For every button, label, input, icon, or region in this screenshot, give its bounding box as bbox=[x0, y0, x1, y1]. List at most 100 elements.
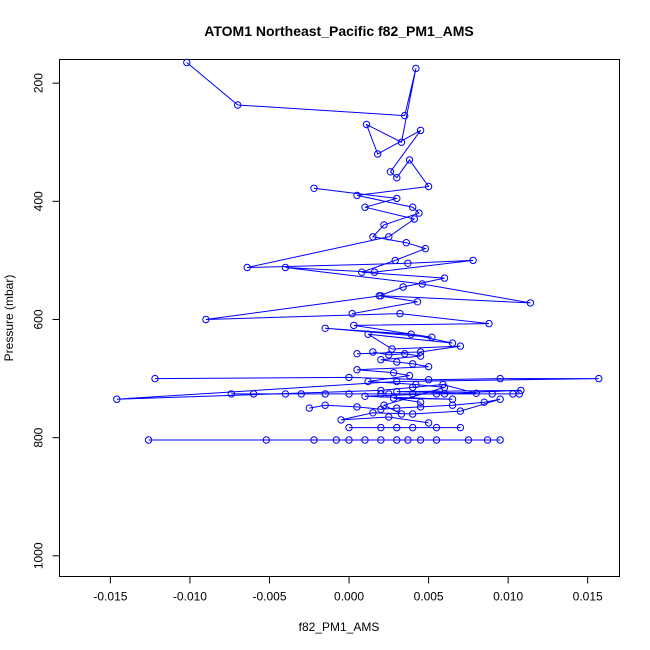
data-point bbox=[405, 371, 414, 380]
data-point bbox=[416, 436, 425, 444]
data-point bbox=[362, 120, 371, 129]
data-point bbox=[183, 58, 191, 67]
data-point bbox=[337, 416, 345, 424]
data-point bbox=[440, 274, 449, 282]
data-point bbox=[515, 390, 523, 398]
data-point bbox=[393, 174, 401, 182]
x-tick-label: -0.010 bbox=[173, 590, 207, 604]
data-point bbox=[416, 398, 425, 406]
data-point bbox=[345, 390, 353, 398]
data-point bbox=[432, 390, 441, 398]
data-point bbox=[421, 244, 430, 253]
data-point bbox=[428, 333, 436, 341]
data-point bbox=[370, 268, 379, 276]
data-point bbox=[348, 309, 356, 318]
plot-frame bbox=[59, 59, 620, 577]
data-point bbox=[407, 330, 415, 338]
data-point bbox=[385, 390, 393, 398]
data-point bbox=[377, 436, 385, 444]
data-point bbox=[353, 350, 361, 358]
data-point bbox=[456, 423, 465, 432]
data-point bbox=[526, 299, 535, 307]
data-point bbox=[496, 436, 504, 444]
x-tick-label: 0.005 bbox=[414, 590, 444, 604]
x-axis-label: f82_PM1_AMS bbox=[299, 620, 380, 634]
data-point bbox=[369, 409, 377, 417]
data-point bbox=[440, 383, 449, 392]
data-point bbox=[404, 259, 412, 267]
series-line bbox=[205, 187, 531, 355]
data-point bbox=[456, 342, 465, 350]
data-point bbox=[353, 403, 361, 411]
data-point bbox=[385, 413, 393, 421]
data-point bbox=[418, 280, 426, 288]
x-tick-label: 0.000 bbox=[334, 590, 364, 604]
data-point bbox=[364, 330, 372, 338]
data-point bbox=[353, 366, 361, 374]
data-point bbox=[374, 150, 382, 158]
data-point bbox=[369, 348, 377, 356]
data-point bbox=[321, 390, 329, 398]
data-point bbox=[424, 419, 433, 427]
data-point bbox=[361, 436, 369, 444]
data-point bbox=[409, 390, 417, 398]
data-point bbox=[377, 390, 385, 398]
y-tick-label: 1000 bbox=[32, 542, 46, 569]
data-point bbox=[432, 423, 441, 432]
data-point bbox=[401, 350, 409, 358]
data-point bbox=[380, 401, 388, 409]
data-point bbox=[385, 351, 393, 359]
data-point bbox=[305, 404, 313, 412]
data-point bbox=[377, 292, 385, 300]
data-point bbox=[389, 369, 398, 377]
data-points bbox=[113, 58, 603, 444]
y-axis: 200 400 600 800 1000 bbox=[32, 73, 60, 569]
data-point bbox=[377, 386, 385, 395]
data-point bbox=[389, 394, 398, 402]
series-line bbox=[356, 351, 445, 415]
y-tick-label: 800 bbox=[32, 427, 46, 447]
data-lines bbox=[116, 62, 599, 441]
data-point bbox=[409, 423, 417, 432]
x-tick-label: -0.005 bbox=[252, 590, 286, 604]
data-point bbox=[517, 386, 525, 395]
data-point bbox=[310, 184, 318, 193]
data-point bbox=[345, 373, 353, 382]
data-point bbox=[432, 436, 441, 444]
data-point bbox=[345, 423, 353, 432]
data-point bbox=[353, 191, 361, 200]
data-point bbox=[448, 339, 457, 347]
data-point bbox=[202, 315, 210, 324]
data-point bbox=[151, 374, 159, 383]
data-point bbox=[393, 423, 401, 432]
data-point bbox=[388, 345, 396, 353]
data-point bbox=[369, 233, 377, 241]
data-point bbox=[413, 298, 422, 306]
data-point bbox=[377, 356, 385, 364]
series-line bbox=[116, 376, 599, 403]
x-tick-label: -0.015 bbox=[93, 590, 127, 604]
data-point bbox=[409, 360, 417, 368]
data-point bbox=[401, 111, 409, 120]
data-point bbox=[410, 215, 418, 223]
data-point bbox=[227, 390, 236, 398]
data-point bbox=[397, 138, 406, 146]
data-point bbox=[393, 377, 401, 386]
data-point bbox=[412, 380, 420, 389]
series-line bbox=[309, 398, 501, 424]
data-point bbox=[424, 182, 433, 191]
chart-title: ATOM1 Northeast_Pacific f82_PM1_AMS bbox=[204, 23, 473, 39]
data-point bbox=[399, 283, 407, 291]
y-axis-label: Pressure (mbar) bbox=[2, 275, 16, 362]
data-point bbox=[297, 390, 305, 398]
data-point bbox=[404, 436, 412, 444]
data-point bbox=[345, 436, 353, 444]
data-point bbox=[386, 168, 395, 176]
data-point bbox=[409, 203, 417, 211]
data-point bbox=[281, 390, 290, 398]
data-point bbox=[397, 410, 406, 418]
data-point bbox=[424, 376, 433, 384]
data-point bbox=[424, 363, 433, 371]
y-tick-label: 600 bbox=[32, 309, 46, 329]
data-point bbox=[409, 410, 417, 418]
